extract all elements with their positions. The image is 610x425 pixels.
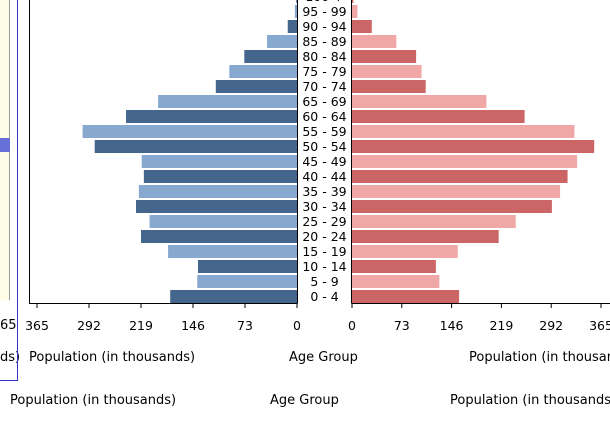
- left-bar: [215, 80, 297, 93]
- age-group-label: 50 - 54: [302, 139, 346, 154]
- age-group-label: 75 - 79: [302, 64, 346, 79]
- right-tick-label: 146: [440, 318, 464, 333]
- right-bar: [352, 5, 358, 18]
- left-tick-label: 365: [25, 318, 49, 333]
- right-bar: [352, 20, 372, 33]
- age-group-label: 70 - 74: [302, 79, 346, 94]
- left-bar: [244, 50, 297, 63]
- left-bar: [170, 290, 297, 303]
- age-group-label: 90 - 94: [302, 19, 346, 34]
- age-group-label: 15 - 19: [302, 244, 346, 259]
- age-group-label: 35 - 39: [302, 184, 346, 199]
- right-bar: [352, 215, 516, 228]
- right-bar: [352, 230, 499, 243]
- back-left-axis-label: Population (in thousands): [10, 393, 177, 408]
- right-bar: [352, 200, 552, 213]
- left-bar: [294, 5, 297, 18]
- left-bar: [94, 140, 297, 153]
- left-bar: [82, 125, 297, 138]
- left-bar: [141, 155, 297, 168]
- left-bar: [143, 170, 297, 183]
- age-group-label: 45 - 49: [302, 154, 346, 169]
- right-bar: [352, 50, 417, 63]
- left-tick-label: 292: [77, 318, 101, 333]
- right-bar: [352, 260, 436, 273]
- age-group-label: 40 - 44: [302, 169, 346, 184]
- left-bar: [138, 185, 297, 198]
- right-bar: [352, 245, 458, 258]
- left-bar: [149, 215, 297, 228]
- right-bar: [352, 110, 525, 123]
- age-group-label: 30 - 34: [302, 199, 346, 214]
- right-bar: [352, 80, 426, 93]
- right-tick-label: 365: [589, 318, 610, 333]
- age-group-label: 0 - 4: [310, 289, 338, 304]
- right-tick-label: 292: [539, 318, 563, 333]
- age-group-label: 65 - 69: [302, 94, 346, 109]
- left-bar: [158, 95, 297, 108]
- left-axis-label: Population (in thousands): [29, 350, 196, 365]
- right-bar: [352, 95, 487, 108]
- right-tick-label: 219: [489, 318, 513, 333]
- left-tick-label: 0: [293, 318, 301, 333]
- back-right-axis-label: Population (in thousands): [450, 393, 610, 408]
- age-group-label: 10 - 14: [302, 259, 346, 274]
- age-group-label: 60 - 64: [302, 109, 346, 124]
- left-bar: [267, 35, 297, 48]
- age-group-label: 100 +: [305, 0, 343, 4]
- right-bar: [352, 140, 595, 153]
- right-tick-label: 73: [394, 318, 410, 333]
- back-center-label: Age Group: [270, 393, 339, 408]
- left-tick-label: 146: [181, 318, 205, 333]
- left-tick-label: 219: [129, 318, 153, 333]
- right-bar: [352, 125, 575, 138]
- left-bar: [141, 230, 297, 243]
- back-panel-bar-fragment: [0, 138, 10, 152]
- center-axis-label: Age Group: [289, 350, 358, 365]
- right-bar: [352, 290, 460, 303]
- age-group-label: 20 - 24: [302, 229, 346, 244]
- age-group-label: 80 - 84: [302, 49, 346, 64]
- left-bar: [136, 200, 297, 213]
- back-panel-border-bottom: [0, 380, 18, 381]
- right-bar: [352, 65, 422, 78]
- back-panel-tick-fragment: 65: [0, 318, 17, 333]
- age-group-label: 5 - 9: [310, 274, 338, 289]
- left-bars: [82, 0, 297, 303]
- left-bar: [229, 65, 297, 78]
- age-group-label: 55 - 59: [302, 124, 346, 139]
- right-axis-label: Population (in thousands): [469, 350, 610, 365]
- left-tick-label: 73: [237, 318, 253, 333]
- right-tick-label: 0: [348, 318, 356, 333]
- right-bar: [352, 0, 354, 3]
- axes: 365 292 219 146 73 0 0 73 146 219 292 365: [25, 0, 610, 333]
- back-panel-label-fragment: ds): [0, 350, 21, 365]
- right-bar: [352, 170, 568, 183]
- left-bar: [296, 0, 297, 3]
- right-bar: [352, 275, 440, 288]
- left-bar: [168, 245, 297, 258]
- left-bar: [197, 275, 297, 288]
- age-group-label: 85 - 89: [302, 34, 346, 49]
- back-panel-border: [17, 0, 18, 381]
- left-bar: [126, 110, 297, 123]
- left-bar: [287, 20, 297, 33]
- right-bars: [352, 0, 595, 303]
- right-bar: [352, 185, 561, 198]
- age-group-label: 25 - 29: [302, 214, 346, 229]
- age-group-label: 95 - 99: [302, 4, 346, 19]
- left-bar: [197, 260, 297, 273]
- right-bar: [352, 155, 578, 168]
- right-bar: [352, 35, 397, 48]
